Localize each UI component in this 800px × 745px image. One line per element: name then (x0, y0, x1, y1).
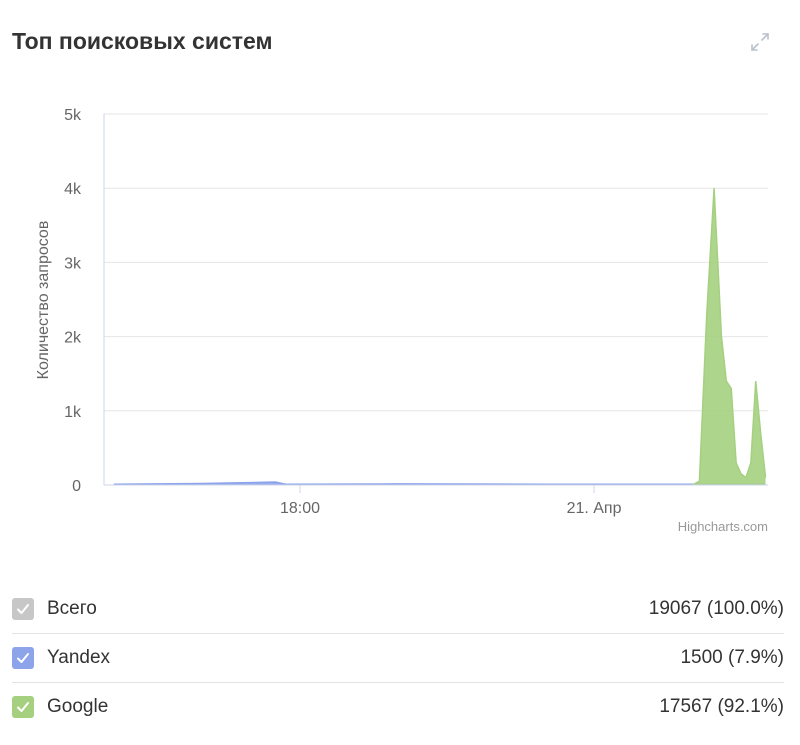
legend-label: Google (47, 696, 109, 717)
legend-row-google[interactable]: Google 17567 (92.1%) (12, 683, 784, 731)
legend-checkbox[interactable] (12, 598, 34, 620)
series-line-yandex (113, 481, 766, 486)
expand-arrows-icon[interactable] (748, 30, 772, 54)
legend-row-yandex[interactable]: Yandex 1500 (7.9%) (12, 634, 784, 683)
y-tick-label: 0 (72, 478, 81, 495)
checkmark-icon (17, 604, 29, 614)
checkmark-icon (17, 653, 29, 663)
legend: Всего 19067 (100.0%) Yandex 1500 (7.9%) Goog… (12, 585, 784, 731)
y-axis-title: Количество запросов (35, 221, 52, 380)
legend-value: 19067 (100.0%) (648, 598, 784, 619)
series-line-google (691, 188, 767, 486)
legend-value: 1500 (7.9%) (680, 647, 784, 668)
y-tick-label: 4k (64, 181, 82, 198)
legend-label: Yandex (47, 647, 111, 668)
chart-title: Топ поисковых систем (12, 28, 273, 54)
legend-row-left: Yandex (12, 647, 110, 669)
y-tick-label: 2k (64, 330, 82, 347)
x-tick-label: 21. Апр (567, 500, 622, 517)
y-tick-label: 3k (64, 255, 82, 272)
x-tick-label: 18:00 (280, 500, 320, 517)
y-tick-label: 5k (64, 107, 82, 124)
legend-row-всего[interactable]: Всего 19067 (100.0%) (12, 585, 784, 634)
legend-label: Всего (47, 598, 97, 619)
legend-checkbox[interactable] (12, 647, 34, 669)
legend-row-left: Всего (12, 598, 97, 620)
highcharts-credit[interactable]: Highcharts.com (678, 519, 768, 534)
legend-checkbox[interactable] (12, 696, 34, 718)
legend-row-left: Google (12, 696, 108, 718)
y-tick-label: 1k (64, 404, 82, 421)
legend-value: 17567 (92.1%) (659, 696, 784, 717)
checkmark-icon (17, 702, 29, 712)
